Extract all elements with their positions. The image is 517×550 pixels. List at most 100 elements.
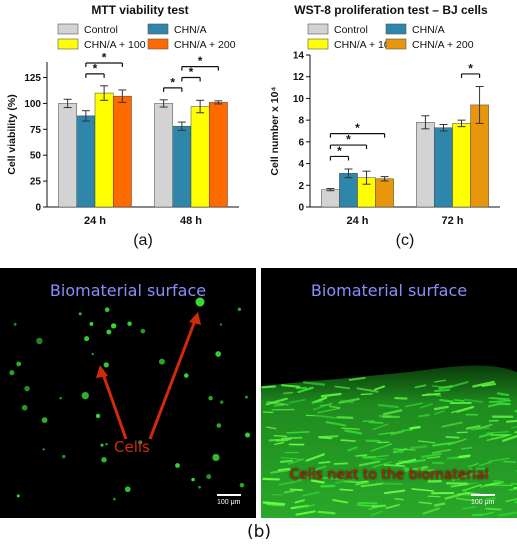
cell xyxy=(106,329,112,335)
cell-fiber xyxy=(265,397,288,406)
cell-fiber xyxy=(334,479,356,484)
cell-fiber xyxy=(383,489,406,495)
cell-fiber xyxy=(434,410,445,415)
cell xyxy=(124,486,131,493)
cell-layer-right xyxy=(261,365,517,518)
cell-fiber xyxy=(462,484,482,492)
y-tick-label: 50 xyxy=(30,151,42,162)
cell-fiber xyxy=(295,504,315,509)
cell-fiber xyxy=(310,479,325,484)
cell xyxy=(13,322,17,326)
legend-swatch xyxy=(307,23,329,35)
cell-fiber xyxy=(305,453,325,462)
cell-fiber xyxy=(372,461,392,468)
y-tick-label: 10 xyxy=(293,94,305,105)
cell-fiber xyxy=(433,502,446,507)
cell-fiber xyxy=(454,399,465,402)
significance-bracket: * xyxy=(85,61,105,78)
cell xyxy=(101,457,107,463)
cell-fiber xyxy=(311,465,327,472)
cell-fiber xyxy=(405,458,427,464)
cell-fiber xyxy=(340,399,354,404)
cell-fiber xyxy=(302,491,320,497)
bar xyxy=(321,189,340,208)
significance-star: * xyxy=(468,61,473,75)
cell xyxy=(59,396,63,400)
cell-fiber xyxy=(438,472,456,478)
cell-fiber xyxy=(433,405,449,411)
cell xyxy=(216,423,222,428)
cell xyxy=(138,440,143,445)
cell-fiber xyxy=(348,376,366,381)
cell-fiber xyxy=(497,402,511,406)
scale-label-right: 100 μm xyxy=(471,499,495,506)
cell-fiber xyxy=(340,439,356,442)
cell-fiber xyxy=(411,488,435,492)
arrow-line xyxy=(148,317,198,440)
bar xyxy=(58,103,78,208)
y-tick-label: 75 xyxy=(30,125,42,136)
cell-fiber xyxy=(270,468,291,474)
cell xyxy=(89,321,94,326)
cell-fiber xyxy=(485,497,497,501)
cell xyxy=(91,352,94,356)
cell-fiber xyxy=(288,399,306,404)
cell xyxy=(104,307,110,313)
cell-fiber xyxy=(480,511,495,517)
cell-fiber xyxy=(275,439,288,442)
cell-fiber xyxy=(266,502,285,507)
cell xyxy=(78,312,82,316)
cell-fiber xyxy=(493,480,505,484)
cell-fiber xyxy=(360,393,373,396)
cell xyxy=(105,443,108,446)
bar xyxy=(452,123,471,208)
cell-fiber xyxy=(462,506,477,510)
cell-fiber xyxy=(448,381,469,389)
significance-star: * xyxy=(355,121,360,135)
cell-fiber xyxy=(488,399,512,403)
cell-fiber xyxy=(347,446,358,452)
cell-fiber xyxy=(488,457,510,463)
cell-fiber xyxy=(362,420,375,423)
cell-fiber xyxy=(485,507,502,511)
cell-fiber xyxy=(295,510,316,516)
cell-fiber xyxy=(355,454,368,457)
cell-fiber xyxy=(470,426,490,431)
cell-fiber xyxy=(467,462,479,468)
bar xyxy=(94,92,114,208)
cell xyxy=(100,443,104,447)
scale-label-left: 100 μm xyxy=(217,499,241,506)
cell-fiber xyxy=(332,499,349,504)
bar xyxy=(190,106,210,208)
cell-fiber xyxy=(357,480,368,484)
cell-fiber xyxy=(472,380,495,388)
cell-fiber xyxy=(374,385,386,391)
cell-fiber xyxy=(485,482,503,487)
significance-bracket: * xyxy=(163,75,183,92)
cell xyxy=(184,373,189,378)
cell-fiber xyxy=(487,397,507,401)
cell-fiber xyxy=(318,435,333,440)
cell-fiber xyxy=(294,499,305,504)
cells-scatter-left xyxy=(9,297,251,501)
chart-title: WST-8 proliferation test – BJ cells xyxy=(294,3,488,17)
cell xyxy=(245,432,251,438)
y-tick-label: 100 xyxy=(24,99,41,110)
cell-fiber xyxy=(341,427,360,430)
wst8-proliferation-chart: WST-8 proliferation test – BJ cells Contr… xyxy=(269,3,500,249)
legend-swatch xyxy=(57,38,79,50)
cell-fiber xyxy=(325,421,347,427)
bar xyxy=(154,103,174,208)
y-tick-label: 25 xyxy=(30,177,42,188)
cell-fiber xyxy=(458,454,471,459)
cell-fiber xyxy=(421,392,441,397)
cell-fiber xyxy=(404,402,423,408)
legend-label: CHN/A xyxy=(174,24,207,36)
cell-fiber xyxy=(273,403,285,407)
micrograph-left: Biomaterial surface Cells 100 μm xyxy=(0,268,256,518)
cell-fiber xyxy=(385,504,400,510)
panel-label: (c) xyxy=(396,232,415,249)
y-tick-label: 4 xyxy=(298,159,304,170)
bar xyxy=(208,102,228,208)
y-tick-label: 14 xyxy=(293,51,305,62)
